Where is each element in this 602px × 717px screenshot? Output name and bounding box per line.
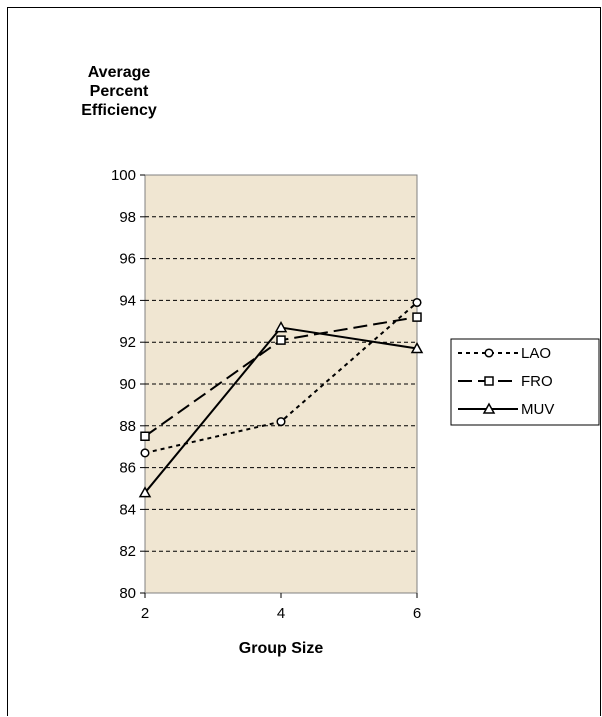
x-tick-label: 2 — [141, 605, 149, 622]
legend-label-fro: FRO — [521, 373, 553, 390]
y-tick-label: 88 — [119, 418, 136, 435]
y-tick-label: 100 — [111, 167, 136, 184]
y-tick-label: 90 — [119, 376, 136, 393]
x-tick-label: 6 — [413, 605, 421, 622]
series-lines — [138, 297, 424, 498]
chart-frame — [7, 7, 601, 716]
y-axis-title-line-3: Efficiency — [81, 102, 157, 119]
y-tick-label: 84 — [119, 501, 136, 518]
y-tick-label: 94 — [119, 292, 136, 309]
legend-marker-fro — [484, 376, 494, 386]
data-point-fro — [276, 335, 286, 345]
legend-marker-muv — [482, 402, 496, 414]
x-tick-label: 4 — [277, 605, 285, 622]
y-tick-label: 80 — [119, 585, 136, 602]
legend-label-lao: LAO — [521, 345, 551, 362]
y-axis-ticks: 80 82 84 86 88 90 92 94 96 98 100 — [111, 167, 145, 602]
data-point-fro — [140, 431, 150, 441]
legend-label-muv: MUV — [521, 401, 554, 418]
y-tick-label: 92 — [119, 334, 136, 351]
legend: LAO FRO MUV — [458, 345, 554, 418]
y-axis-title-line-1: Average — [88, 64, 151, 81]
data-point-lao — [140, 448, 150, 458]
data-point-muv — [410, 341, 424, 354]
y-tick-label: 96 — [119, 251, 136, 268]
y-tick-label: 98 — [119, 209, 136, 226]
data-point-fro — [412, 312, 422, 322]
data-point-muv — [274, 321, 288, 333]
data-point-lao — [412, 297, 422, 308]
x-axis-title: Group Size — [239, 640, 324, 657]
data-point-muv — [138, 486, 152, 498]
y-axis-title-line-2: Percent — [90, 83, 149, 100]
y-tick-label: 86 — [119, 460, 136, 477]
data-point-lao — [276, 417, 286, 427]
y-tick-label: 82 — [119, 543, 136, 560]
x-axis-ticks: 2 4 6 — [141, 593, 421, 622]
legend-marker-lao — [484, 348, 494, 358]
